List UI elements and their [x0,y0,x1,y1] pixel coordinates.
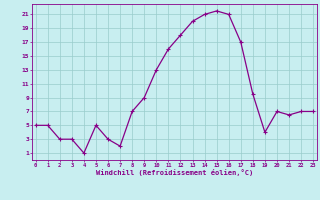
X-axis label: Windchill (Refroidissement éolien,°C): Windchill (Refroidissement éolien,°C) [96,169,253,176]
